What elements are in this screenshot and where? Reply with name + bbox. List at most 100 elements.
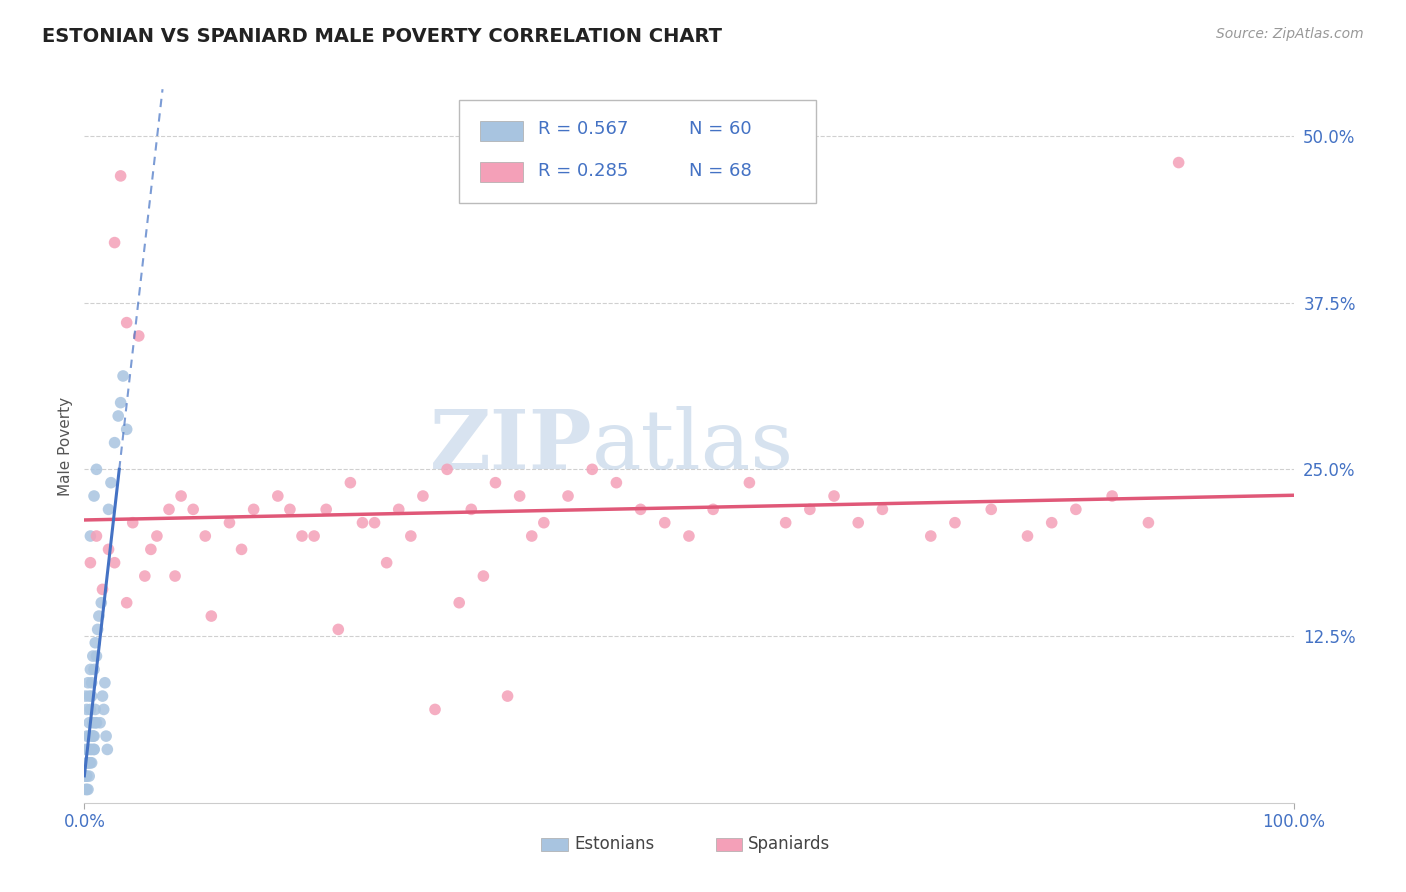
Point — [1137, 516, 1160, 530]
Text: R = 0.567: R = 0.567 — [538, 120, 628, 138]
Point — [79, 756, 101, 770]
Point — [79, 662, 101, 676]
Point — [702, 502, 724, 516]
Point — [100, 475, 122, 490]
Point — [412, 489, 434, 503]
Point — [77, 756, 100, 770]
Point — [76, 702, 98, 716]
Point — [738, 475, 761, 490]
Point — [823, 489, 845, 503]
Point — [89, 715, 111, 730]
Point — [76, 729, 98, 743]
Point — [315, 502, 337, 516]
Point — [115, 316, 138, 330]
Point — [630, 502, 652, 516]
Point — [242, 502, 264, 516]
Point — [352, 516, 374, 530]
Point — [75, 782, 97, 797]
Point — [91, 582, 114, 597]
Point — [139, 542, 162, 557]
Point — [79, 702, 101, 716]
Point — [104, 435, 127, 450]
Point — [484, 475, 506, 490]
Point — [920, 529, 942, 543]
Point — [399, 529, 422, 543]
Point — [77, 782, 100, 797]
FancyBboxPatch shape — [479, 162, 523, 182]
Point — [80, 742, 103, 756]
Point — [194, 529, 217, 543]
Point — [291, 529, 314, 543]
Point — [115, 596, 138, 610]
Point — [200, 609, 222, 624]
Point — [678, 529, 700, 543]
Point — [146, 529, 169, 543]
Point — [799, 502, 821, 516]
Point — [97, 502, 120, 516]
Point — [496, 689, 519, 703]
Point — [76, 769, 98, 783]
Point — [339, 475, 361, 490]
Point — [94, 675, 117, 690]
Point — [375, 556, 398, 570]
Point — [267, 489, 290, 503]
Point — [80, 675, 103, 690]
Point — [388, 502, 411, 516]
Point — [94, 729, 117, 743]
Point — [112, 368, 135, 383]
Point — [1017, 529, 1039, 543]
Text: ESTONIAN VS SPANIARD MALE POVERTY CORRELATION CHART: ESTONIAN VS SPANIARD MALE POVERTY CORREL… — [42, 27, 723, 45]
Point — [165, 569, 187, 583]
Point — [79, 742, 101, 756]
FancyBboxPatch shape — [716, 838, 742, 851]
Point — [79, 529, 101, 543]
Point — [1101, 489, 1123, 503]
Point — [231, 542, 253, 557]
Point — [509, 489, 531, 503]
Point — [77, 756, 100, 770]
Point — [90, 596, 112, 610]
Point — [76, 756, 98, 770]
Point — [82, 649, 104, 664]
Point — [104, 556, 127, 570]
Point — [449, 596, 471, 610]
Point — [82, 729, 104, 743]
Point — [557, 489, 579, 503]
Point — [1040, 516, 1063, 530]
Point — [80, 756, 103, 770]
Point — [181, 502, 204, 516]
Point — [77, 675, 100, 690]
Text: atlas: atlas — [592, 406, 794, 486]
Point — [77, 689, 100, 703]
Point — [436, 462, 458, 476]
Point — [84, 715, 107, 730]
FancyBboxPatch shape — [479, 120, 523, 141]
Point — [86, 529, 108, 543]
Text: Spaniards: Spaniards — [748, 835, 831, 853]
Text: N = 60: N = 60 — [689, 120, 752, 138]
Point — [86, 462, 108, 476]
Point — [302, 529, 325, 543]
Point — [980, 502, 1002, 516]
Point — [79, 556, 101, 570]
Point — [83, 662, 105, 676]
Point — [460, 502, 482, 516]
Point — [77, 756, 100, 770]
Point — [533, 516, 555, 530]
Point — [654, 516, 676, 530]
Point — [87, 609, 110, 624]
Point — [75, 742, 97, 756]
Point — [83, 742, 105, 756]
Point — [328, 623, 350, 637]
Point — [77, 769, 100, 783]
Point — [75, 769, 97, 783]
Point — [97, 542, 120, 557]
Point — [86, 649, 108, 664]
Point — [96, 742, 118, 756]
Point — [128, 329, 150, 343]
Y-axis label: Male Poverty: Male Poverty — [58, 396, 73, 496]
Point — [83, 742, 105, 756]
Point — [423, 702, 446, 716]
Point — [93, 702, 115, 716]
Point — [82, 729, 104, 743]
